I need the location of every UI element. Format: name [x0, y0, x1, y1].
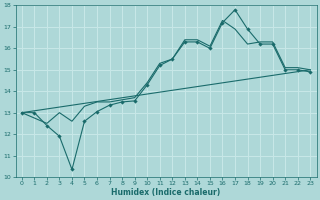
X-axis label: Humidex (Indice chaleur): Humidex (Indice chaleur) [111, 188, 221, 197]
